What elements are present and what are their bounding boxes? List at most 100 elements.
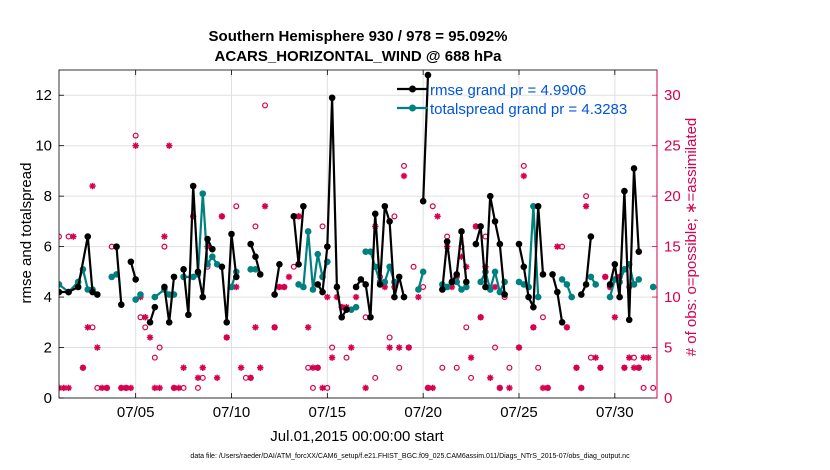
data-file-footnote: data file: /Users/raeder/DAI/ATM_forcXX/… [190,453,630,460]
obs-assimilated-point [467,354,475,361]
totalspread-point [530,202,537,210]
rmse-line [273,264,281,295]
obs-assimilated-point [645,354,652,361]
obs-assimilated-point [84,324,91,331]
x-tick-label: 07/30 [596,404,634,421]
obs-assimilated-point [142,314,149,321]
rmse-point [314,281,322,288]
obs-assimilated-point [261,203,269,210]
rmse-point [189,182,197,190]
rmse-point [180,266,187,273]
obs-possible-point [329,344,336,351]
totalspread-point [415,286,422,293]
rmse-line [441,230,468,290]
totalspread-point [137,291,144,298]
obs-assimilated-point [151,384,159,392]
rmse-point [165,319,173,326]
obs-possible-point [151,354,158,361]
obs-assimilated-point [573,364,580,371]
rmse-point [458,228,465,235]
y-tick-label-right: 30 [664,87,681,104]
rmse-point [486,192,494,200]
rmse-point [209,245,216,253]
obs-assimilated-point [328,354,336,361]
obs-assimilated-point [520,172,527,180]
obs-assimilated-point [170,384,178,392]
obs-possible-point [309,384,316,391]
obs-assimilated-point [257,364,264,371]
x-tick-label: 07/05 [117,404,155,421]
obs-assimilated-point [352,293,360,301]
x-tick-label: 07/25 [500,404,538,421]
rmse-point [232,273,240,281]
obs-assimilated-point [544,384,551,392]
totalspread-point [606,293,614,301]
rmse-point [300,202,307,210]
obs-possible-point [429,203,436,210]
rmse-point [496,240,504,248]
legend-rmse-label: rmse grand pr = 4.9906 [430,82,586,99]
rmse-point [256,271,264,278]
y-tick-label-right: 5 [664,340,672,357]
obs-possible-point [453,364,460,371]
chart-subtitle: ACARS_HORIZONTAL_WIND @ 688 hPa [215,48,503,65]
obs-assimilated-point [285,273,293,281]
totalspread-point [491,268,499,276]
obs-assimilated-point [319,384,326,392]
legend-spread-label: totalspread grand pr = 4.3283 [430,101,627,118]
rmse-point [228,230,235,238]
obs-assimilated-point [98,384,106,392]
obs-possible-point [410,263,417,270]
x-tick-label: 07/20 [404,404,442,421]
obs-assimilated-point [118,384,125,392]
rmse-point [151,303,159,311]
obs-assimilated-point [626,354,633,361]
rmse-point [357,276,365,283]
totalspread-point [309,286,317,293]
rmse-point [477,223,484,230]
rmse-point [554,288,561,296]
totalspread-point [477,278,484,286]
rmse-point [343,306,350,313]
obs-assimilated-point [386,344,393,351]
totalspread-point [419,268,427,276]
obs-assimilated-point [611,314,619,321]
obs-assimilated-point [175,384,182,392]
rmse-point [549,271,556,278]
rmse-point [621,187,628,195]
rmse-point [391,293,398,301]
rmse-point [113,243,120,250]
obs-assimilated-point [166,142,173,149]
y-tick-label-right: 10 [664,289,681,306]
rmse-point [84,233,92,240]
totalspread-point [534,293,542,301]
legend: rmse grand pr = 4.9906 totalspread grand… [397,82,627,118]
rmse-point [530,303,537,311]
rmse-point [419,197,427,205]
x-tick-label: 07/15 [309,404,347,421]
y-tick-label-left: 2 [44,340,52,357]
y-tick-label-right: 0 [664,390,672,407]
rmse-point [352,283,360,291]
rmse-point [630,165,638,172]
rmse-point [333,283,341,291]
obs-possible-point [650,384,657,391]
obs-possible-point [396,364,403,371]
totalspread-point [621,266,628,273]
rmse-point [295,260,302,268]
rmse-point [362,281,369,288]
obs-possible-point [290,263,297,270]
totalspread-point [630,281,638,288]
y-tick-label-left: 0 [44,390,52,407]
obs-assimilated-point [578,384,585,392]
totalspread-point [59,281,63,288]
totalspread-point [132,296,139,303]
obs-assimilated-point [635,364,642,371]
obs-assimilated-point [70,233,77,240]
y-tick-label-left: 4 [44,289,52,306]
rmse-point [194,268,202,276]
obs-assimilated-point [180,364,187,371]
rmse-point [515,240,523,248]
rmse-point [94,291,101,298]
rmse-point [367,313,374,321]
